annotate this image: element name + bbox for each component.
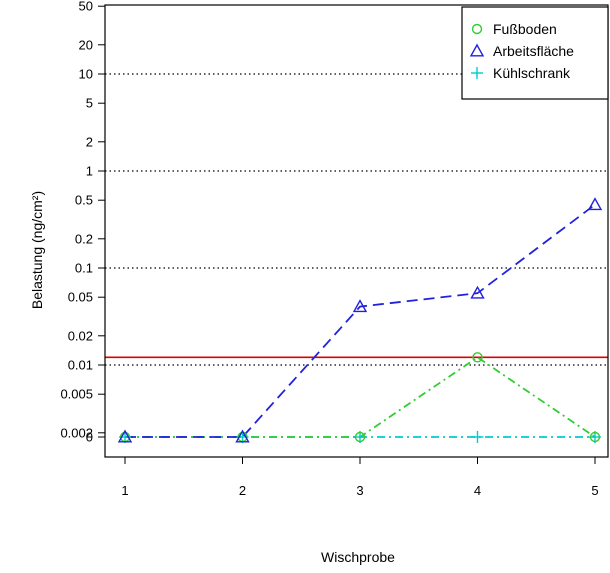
x-axis-title: Wischprobe	[321, 549, 395, 565]
y-tick-label: 0.1	[75, 261, 93, 276]
y-tick-label: 0.02	[68, 328, 93, 343]
y-tick-label: 2	[86, 134, 93, 149]
plus-marker	[471, 67, 483, 79]
data-markers	[117, 197, 603, 443]
legend-entry: Fußboden	[471, 21, 557, 37]
y-tick-label: 0.5	[75, 193, 93, 208]
triangle-marker	[352, 299, 368, 313]
y-tick-label: 0.2	[75, 231, 93, 246]
x-axis: 1 2 3 4 5	[121, 457, 599, 498]
y-tick-label: 0.01	[68, 358, 93, 373]
y-axis: 00.002 0.005 0.01 0.02 0.05 0.1 0.2 0.5 1 2 5 10 20 5…	[60, 0, 105, 445]
series-lines	[125, 203, 596, 438]
circle-marker	[472, 352, 483, 363]
legend: Fußboden Arbeitsfläche Kühlschrank	[461, 6, 609, 100]
legend-entry: Arbeitsfläche	[469, 43, 574, 59]
x-tick-label: 2	[239, 483, 246, 498]
legend-label: Arbeitsfläche	[493, 43, 574, 59]
y-axis-title: Belastung (ng/cm²)	[29, 191, 45, 309]
y-tick-label: 0.002	[60, 425, 93, 440]
x-tick-label: 5	[591, 483, 598, 498]
y-tick-label: 5	[86, 96, 93, 111]
series-line-1	[125, 203, 596, 438]
legend-box	[461, 6, 609, 100]
y-tick-label: 1	[86, 164, 93, 179]
plot-frame	[104, 4, 609, 458]
y-tick-label: 0.005	[60, 387, 93, 402]
x-tick-label: 4	[474, 483, 481, 498]
legend-label: Kühlschrank	[493, 65, 571, 81]
triangle-marker	[235, 429, 250, 443]
y-tick-label: 20	[79, 37, 93, 52]
triangle-marker	[117, 429, 133, 443]
y-tick-label: 50	[79, 0, 93, 14]
y-tick-label: 0	[86, 430, 93, 445]
series-line-0	[125, 356, 596, 438]
legend-entry: Kühlschrank	[471, 65, 571, 81]
y-tick-label: 10	[79, 67, 93, 82]
triangle-marker	[469, 43, 485, 57]
legend-label: Fußboden	[493, 21, 557, 37]
x-tick-label: 1	[121, 483, 128, 498]
plus-marker	[471, 431, 484, 443]
circle-marker	[354, 431, 366, 443]
triangle-marker	[587, 197, 603, 211]
triangle-marker	[470, 285, 485, 299]
x-tick-label: 3	[356, 483, 363, 498]
circle-marker	[471, 23, 483, 35]
circle-marker	[589, 431, 601, 443]
y-tick-label: 0.05	[68, 290, 93, 305]
